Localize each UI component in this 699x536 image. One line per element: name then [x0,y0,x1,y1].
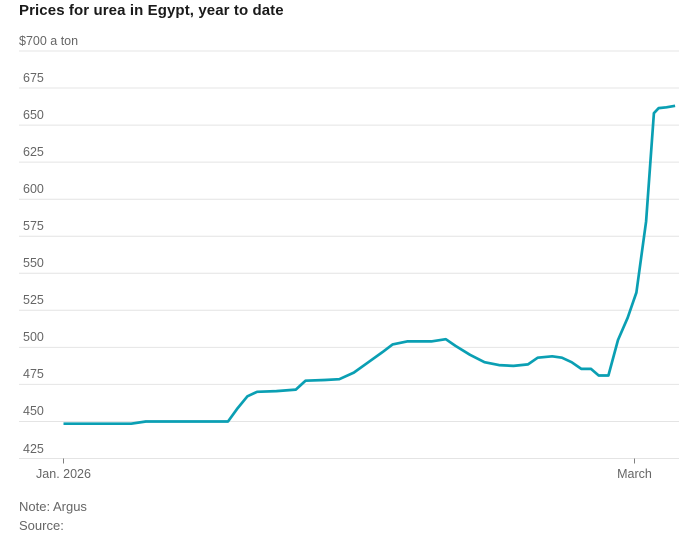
y-axis-label-650: 650 [23,108,44,123]
y-axis-label-425: 425 [23,441,44,456]
y-axis-label-625: 625 [23,145,44,160]
y-axis-label-525: 525 [23,293,44,308]
y-axis-label-700: $700 a ton [19,34,79,48]
y-axis-label-575: 575 [23,219,44,234]
y-axis-label-475: 475 [23,367,44,382]
y-axis-label-550: 550 [23,256,44,271]
note-text: Note: Argus [19,499,87,514]
source-text: Source: [19,518,64,533]
price-line [63,104,676,426]
y-axis-label-675: 675 [23,71,44,86]
x-axis-label-jan-2026: Jan. 2026 [36,467,91,481]
chart-title: Prices for urea in Egypt, year to date [19,2,284,19]
y-axis-label-450: 450 [23,404,44,419]
x-axis-label-march: March [617,467,652,481]
y-axis-label-500: 500 [23,330,44,345]
y-axis-label-600: 600 [23,182,44,197]
